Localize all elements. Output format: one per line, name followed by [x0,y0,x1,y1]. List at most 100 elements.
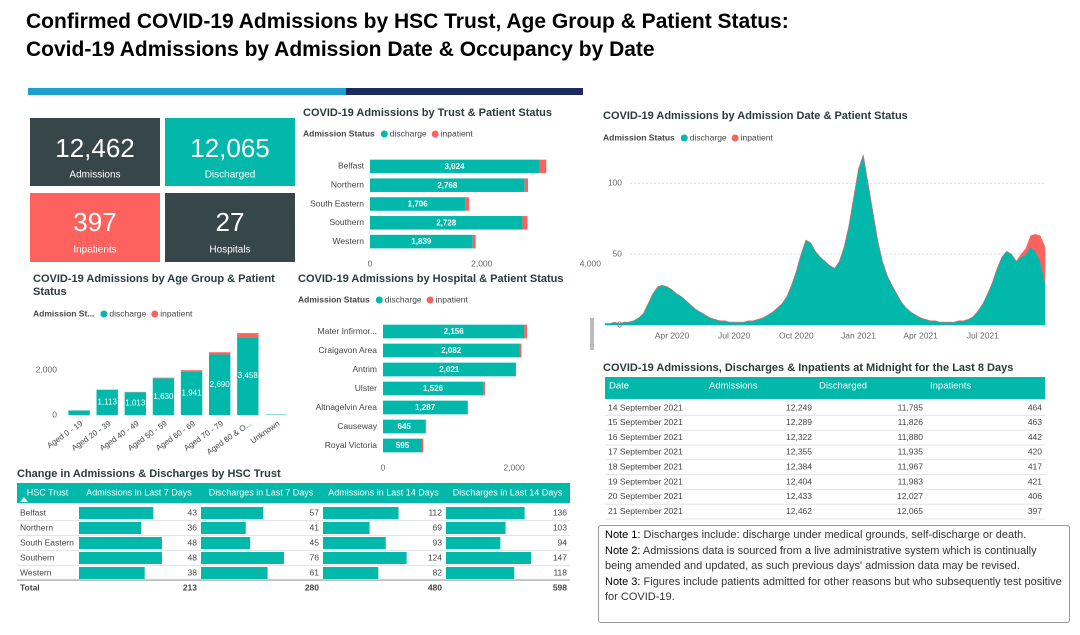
kpi-value: 27 [216,207,245,237]
value-label: 3,024 [444,162,465,171]
data-bar [323,567,379,579]
cell: 11,880 [898,432,924,442]
category-label: Craigavon Area [318,345,377,355]
cell: 69 [433,522,443,532]
category-label: South Eastern [310,198,364,208]
cell: 61 [310,567,320,577]
bar-segment [383,438,423,453]
value-label: 1,706 [408,200,429,209]
bar-segment [383,419,426,434]
cell: 17 September 2021 [608,447,683,457]
data-bar [446,507,525,519]
cell: 21 September 2021 [608,506,683,516]
total-cell: 213 [183,582,197,592]
bar-segment [237,333,259,338]
legend-marker [431,130,439,138]
note-text: Admissions data is sourced from a live a… [605,544,1037,573]
note: Note 3: Figures include patients admitte… [605,575,1063,606]
column-header: Discharges in Last 7 Days [209,487,314,497]
bar-segment [383,343,520,358]
category-label: Western [333,236,365,246]
data-bar [201,522,246,534]
value-label: 1,839 [411,237,432,246]
legend-marker [380,130,388,138]
data-bar [201,537,251,549]
cell: 12,289 [786,417,812,427]
cell: Southern [20,552,55,562]
bar-segment [370,234,473,249]
column-header: Date [609,381,629,392]
cell: 12,065 [897,506,923,516]
bar-segment [96,389,118,415]
legend-marker [426,296,434,304]
bar-segment [422,438,424,453]
bar-segment [515,362,517,377]
kpi-label: Inpatients [73,245,116,256]
legend-title: Admission Status [298,294,370,304]
cell: 11,826 [898,417,924,427]
category-label: Ulster [355,383,377,393]
column-header: Discharges in Last 14 Days [453,487,563,497]
bar-segment [538,159,547,174]
bar-segment [237,337,259,415]
kpi-value: 12,462 [55,133,135,163]
x-tick-label: 2,000 [503,462,525,472]
legend-label: inpatient [436,294,469,304]
bar-segment [522,216,528,230]
note-label: Note 1: [605,529,641,541]
data-bar [79,507,154,519]
table-title: COVID-19 Admissions, Discharges & Inpati… [603,362,1013,374]
cell: 93 [433,537,443,547]
cell: 420 [1028,447,1042,457]
value-label: 645 [397,422,411,431]
data-bar [446,537,501,549]
category-label: Belfast [338,161,365,171]
cell: 12,322 [786,432,812,442]
value-label: 1,113 [97,398,117,407]
legend-marker [375,296,383,304]
table-header [605,377,1045,399]
area [604,154,1046,326]
accent-strip [28,88,346,95]
value-label: 2,082 [441,346,462,355]
y-tick-label: 2,000 [36,364,58,374]
legend-label: discharge [109,308,146,318]
bar-segment [524,178,529,192]
value-label: 595 [396,441,410,450]
cell: 38 [188,567,198,577]
x-tick-label: Jul 2020 [718,330,750,340]
column-header: Admissions [709,381,758,392]
cell: 94 [558,537,568,547]
cell: 48 [188,537,198,547]
x-tick-label: Jan 2021 [841,330,876,340]
legend-title: Admission St... [33,308,94,318]
sort-icon [20,497,28,502]
data-bar [79,552,162,564]
bar-segment [472,234,476,249]
value-label: 1,630 [153,392,174,401]
legend-marker [680,134,688,142]
x-tick-label: Apr 2020 [655,330,690,340]
cell: 136 [553,507,567,517]
bar-segment [383,362,516,377]
cell: 41 [310,522,320,532]
chart-title: COVID-19 Admissions by Trust & Patient S… [303,107,552,119]
annotation: 4,000 [580,258,602,268]
cell: 124 [428,552,442,562]
cell: 11,785 [898,402,924,412]
value-label: 2,690 [210,380,231,389]
cell: Northern [20,522,53,532]
note-label: Note 2: [605,544,641,557]
bar-segment [383,324,525,339]
bar-segment [370,197,466,211]
category-label: Northern [331,179,364,189]
column-header: Discharged [819,381,867,392]
data-bar [79,567,145,579]
value-label: 2,021 [439,365,460,374]
total-cell: 598 [553,582,567,592]
kpi-card [165,118,295,186]
data-bar [201,552,284,564]
cell: 19 September 2021 [608,476,683,486]
legend-marker [151,310,159,318]
